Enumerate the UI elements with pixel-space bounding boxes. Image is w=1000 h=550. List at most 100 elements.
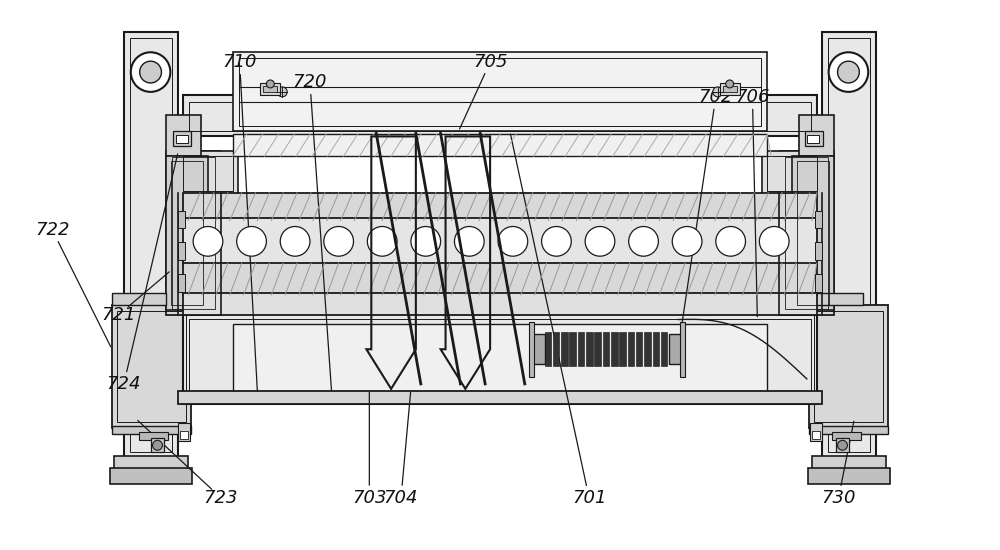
Bar	[815, 211, 822, 228]
Bar	[124, 32, 178, 458]
Bar	[767, 156, 817, 191]
Bar	[603, 332, 609, 366]
Circle shape	[713, 87, 723, 97]
Bar	[628, 332, 634, 366]
Circle shape	[153, 441, 162, 450]
Text: 723: 723	[204, 489, 238, 507]
Bar	[569, 332, 576, 366]
Bar	[178, 391, 822, 404]
Circle shape	[829, 52, 868, 92]
Bar	[178, 424, 190, 441]
Circle shape	[672, 227, 702, 256]
Bar	[586, 332, 593, 366]
Bar	[594, 332, 601, 366]
Bar	[112, 305, 191, 428]
Circle shape	[193, 227, 223, 256]
Bar	[720, 83, 740, 95]
Bar	[529, 322, 534, 377]
Bar	[815, 243, 822, 260]
Bar	[785, 157, 828, 309]
Text: 730: 730	[821, 489, 856, 507]
Text: 710: 710	[222, 53, 257, 71]
Bar	[172, 157, 215, 309]
Bar	[112, 293, 166, 305]
Text: 722: 722	[35, 222, 70, 239]
Bar	[239, 58, 761, 125]
Bar	[260, 83, 280, 95]
Bar	[812, 456, 886, 470]
Text: 724: 724	[107, 375, 141, 393]
Bar	[173, 131, 191, 146]
Bar	[611, 332, 618, 366]
Bar	[171, 161, 203, 305]
Bar	[644, 332, 651, 366]
Text: 701: 701	[572, 489, 606, 507]
Bar	[183, 193, 817, 221]
Bar	[183, 156, 233, 191]
Circle shape	[140, 61, 161, 83]
Bar	[762, 151, 822, 196]
Bar	[233, 134, 767, 156]
Bar	[669, 334, 683, 364]
Bar	[815, 274, 822, 292]
Bar	[166, 156, 208, 310]
Bar	[578, 332, 584, 366]
Circle shape	[498, 227, 528, 256]
Bar	[810, 424, 822, 441]
Bar	[180, 431, 188, 439]
Bar	[183, 218, 817, 265]
Bar	[636, 332, 642, 366]
Bar	[263, 86, 277, 92]
Bar	[112, 426, 191, 434]
Circle shape	[277, 87, 287, 97]
Bar	[178, 151, 238, 196]
Circle shape	[542, 227, 571, 256]
Bar	[812, 431, 820, 439]
Circle shape	[411, 227, 441, 256]
Text: 703: 703	[352, 489, 387, 507]
Circle shape	[838, 441, 847, 450]
Bar	[233, 52, 767, 131]
Bar	[561, 332, 568, 366]
Bar	[779, 151, 834, 315]
Bar	[531, 334, 545, 364]
Text: 721: 721	[102, 306, 136, 323]
Circle shape	[454, 227, 484, 256]
Bar	[832, 432, 861, 441]
Bar	[799, 114, 834, 156]
Circle shape	[629, 227, 658, 256]
Bar	[233, 324, 767, 394]
Bar	[117, 311, 186, 422]
Bar	[814, 311, 883, 422]
Bar	[110, 468, 192, 484]
Bar	[828, 39, 870, 452]
Bar	[183, 95, 817, 136]
Bar	[822, 32, 876, 458]
Circle shape	[585, 227, 615, 256]
Circle shape	[367, 227, 397, 256]
Bar	[166, 114, 201, 156]
Bar	[178, 243, 185, 260]
Circle shape	[266, 80, 274, 88]
Circle shape	[324, 227, 353, 256]
Bar	[178, 274, 185, 292]
Circle shape	[726, 80, 734, 88]
Text: 720: 720	[293, 73, 327, 91]
Circle shape	[131, 52, 170, 92]
Bar	[797, 161, 829, 305]
Bar	[151, 438, 164, 452]
Bar	[183, 312, 817, 404]
Text: 702: 702	[699, 88, 733, 106]
Bar	[809, 305, 888, 428]
Bar	[836, 438, 849, 452]
Bar	[809, 293, 863, 305]
Circle shape	[237, 227, 266, 256]
Bar	[178, 211, 185, 228]
Bar	[130, 39, 172, 452]
Bar	[619, 332, 626, 366]
Bar	[166, 151, 221, 315]
Bar	[792, 156, 834, 310]
Bar	[653, 332, 659, 366]
Bar	[189, 318, 811, 398]
Circle shape	[838, 61, 859, 83]
